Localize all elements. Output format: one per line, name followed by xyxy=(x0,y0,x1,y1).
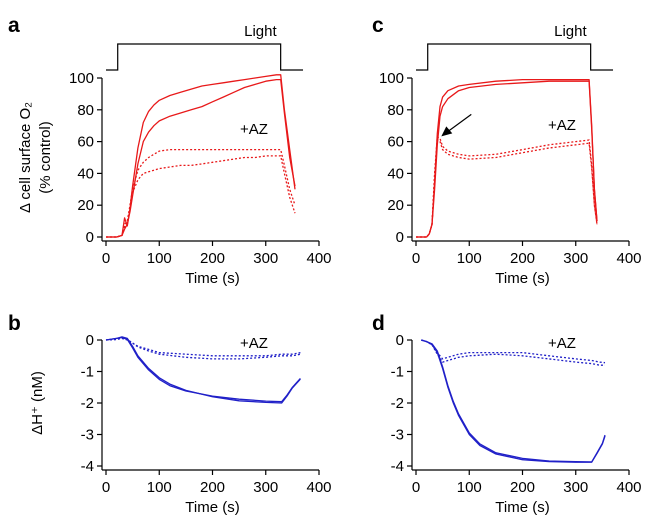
panel-letter-c: c xyxy=(372,14,384,37)
x-axis-label-c: Time (s) xyxy=(495,270,549,287)
x-tick-label-b: 400 xyxy=(306,479,331,496)
x-tick-label-b: 0 xyxy=(102,479,110,496)
x-tick-label-d: 100 xyxy=(457,479,482,496)
y-tick-label-b: -2 xyxy=(81,395,94,412)
x-tick-label-b: 200 xyxy=(200,479,225,496)
x-tick-label-d: 0 xyxy=(412,479,420,496)
series-line-a-3 xyxy=(106,155,296,238)
series-line-a-1 xyxy=(106,78,296,238)
y-tick-label-d: 0 xyxy=(396,332,404,349)
panel-letter-b: b xyxy=(8,312,21,335)
light-label-a: Light xyxy=(244,23,277,40)
x-tick-label-a: 0 xyxy=(102,250,110,267)
arrow-shaft-c xyxy=(444,113,472,134)
arrow-head-c xyxy=(441,126,453,137)
x-axis-label-a: Time (s) xyxy=(185,270,239,287)
light-indicator-a xyxy=(106,43,304,71)
y-axis-label-b: ΔH⁺ (nM) xyxy=(29,371,46,435)
panel-a: a 0 100 200 300 400 0 20 40 60 80 100 Time (s) Δ cell… xyxy=(8,14,332,287)
y-tick-label-a: 20 xyxy=(77,197,94,214)
series-line-c-3 xyxy=(416,139,598,238)
y-tick-label-d: -2 xyxy=(391,395,404,412)
x-tick-label-a: 200 xyxy=(200,250,225,267)
annotation-a: +AZ xyxy=(240,121,268,138)
series-line-c-2 xyxy=(416,136,598,238)
x-tick-label-d: 400 xyxy=(616,479,641,496)
series-line-d-0 xyxy=(421,339,606,463)
y-tick-label-d: -3 xyxy=(391,427,404,444)
x-tick-label-d: 200 xyxy=(510,479,535,496)
y-tick-label-c: 20 xyxy=(387,197,404,214)
annotation-d: +AZ xyxy=(548,335,576,352)
y-tick-label-c: 100 xyxy=(379,70,404,87)
y-axis-label-a: Δ cell surface O₂ xyxy=(17,102,34,213)
x-tick-label-c: 0 xyxy=(412,250,420,267)
y-tick-label-a: 0 xyxy=(86,229,94,246)
x-tick-label-d: 300 xyxy=(563,479,588,496)
x-axis-label-b: Time (s) xyxy=(185,499,239,516)
series-line-d-2 xyxy=(421,339,606,364)
panel-b: b 0 100 200 300 400 0 -1 -2 -3 -4 Time (s) ΔH⁺ (nM) +… xyxy=(8,312,332,516)
y-tick-label-a: 40 xyxy=(77,165,94,182)
x-tick-label-a: 400 xyxy=(306,250,331,267)
x-tick-label-b: 100 xyxy=(147,479,172,496)
y-tick-label-b: -4 xyxy=(81,458,94,475)
panel-letter-d: d xyxy=(372,312,385,335)
series-line-b-1 xyxy=(105,336,301,404)
series-line-c-1 xyxy=(416,80,598,238)
panel-letter-a: a xyxy=(8,14,20,37)
y-tick-label-a: 60 xyxy=(77,134,94,151)
series-line-c-0 xyxy=(416,78,598,238)
y-tick-label-b: 0 xyxy=(86,332,94,349)
series-line-d-3 xyxy=(421,339,605,366)
y-tick-label-c: 40 xyxy=(387,165,404,182)
x-tick-label-a: 300 xyxy=(253,250,278,267)
series-line-b-0 xyxy=(105,336,301,403)
series-line-b-3 xyxy=(105,337,301,360)
y-tick-label-b: -1 xyxy=(81,364,94,381)
light-indicator-c xyxy=(416,43,614,71)
y-tick-label-a: 100 xyxy=(69,70,94,87)
annotation-c: +AZ xyxy=(548,117,576,134)
y-tick-label-c: 80 xyxy=(387,102,404,119)
panel-c: c 0 100 200 300 400 0 20 40 60 80 100 Time (s) Light +… xyxy=(372,14,642,287)
x-tick-label-c: 400 xyxy=(616,250,641,267)
annotation-b: +AZ xyxy=(240,335,268,352)
x-tick-label-c: 300 xyxy=(563,250,588,267)
y-tick-label-d: -1 xyxy=(391,364,404,381)
x-tick-label-c: 100 xyxy=(457,250,482,267)
series-line-a-2 xyxy=(106,148,296,238)
y-tick-label-c: 60 xyxy=(387,134,404,151)
light-label-c: Light xyxy=(554,23,587,40)
x-tick-label-b: 300 xyxy=(253,479,278,496)
x-axis-label-d: Time (s) xyxy=(495,499,549,516)
series-line-d-1 xyxy=(421,339,606,463)
y-axis-label-2-a: (% control) xyxy=(37,121,54,194)
series-line-a-0 xyxy=(106,74,296,238)
y-tick-label-a: 80 xyxy=(77,102,94,119)
x-tick-label-a: 100 xyxy=(147,250,172,267)
y-tick-label-d: -4 xyxy=(391,458,404,475)
y-tick-label-c: 0 xyxy=(396,229,404,246)
x-tick-label-c: 200 xyxy=(510,250,535,267)
y-tick-label-b: -3 xyxy=(81,427,94,444)
